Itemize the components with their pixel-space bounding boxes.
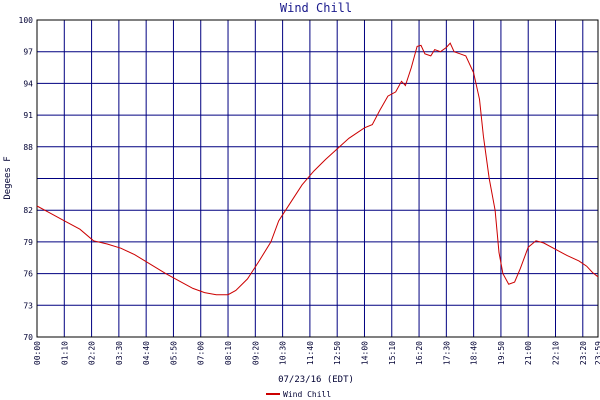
chart-title: Wind Chill xyxy=(280,1,352,15)
line xyxy=(36,42,599,296)
x-tick-label: 17:30 xyxy=(442,341,451,365)
x-tick-label: 09:20 xyxy=(251,341,260,365)
y-tick-label: 91 xyxy=(23,111,33,120)
x-tick-label: 03:30 xyxy=(115,341,124,365)
x-tick-label: 19:50 xyxy=(497,341,506,365)
y-tick-label: 94 xyxy=(23,79,33,88)
y-tick-label: 100 xyxy=(19,16,34,25)
y-tick-label: 97 xyxy=(23,48,33,57)
x-tick-label: 04:40 xyxy=(142,341,151,365)
x-tick-label: 18:40 xyxy=(470,341,479,365)
x-tick-label: 23:20 xyxy=(579,341,588,365)
y-tick-label: 82 xyxy=(23,206,33,215)
plot-border xyxy=(36,19,599,338)
y-tick-label: 88 xyxy=(23,143,33,152)
x-tick-label: 00:00 xyxy=(33,341,42,365)
y-axis-label: Degees F xyxy=(3,156,13,199)
x-tick-label: 02:20 xyxy=(88,341,97,365)
x-tick-label: 22:10 xyxy=(552,341,561,365)
x-tick-label: 23:59 xyxy=(594,341,600,365)
y-tick-label: 79 xyxy=(23,238,33,247)
x-tick-label: 05:50 xyxy=(169,341,178,365)
y-tick-label: 70 xyxy=(23,333,33,342)
x-tick-label: 21:00 xyxy=(524,341,533,365)
x-tick-label: 14:00 xyxy=(360,341,369,365)
legend-label: Wind Chill xyxy=(283,390,331,399)
x-tick-label: 07:00 xyxy=(197,341,206,365)
x-tick-label: 11:40 xyxy=(306,341,315,365)
x-tick-label: 08:10 xyxy=(224,341,233,365)
x-axis-label: 07/23/16 (EDT) xyxy=(278,375,354,385)
x-tick-label: 16:20 xyxy=(415,341,424,365)
y-tick-label: 73 xyxy=(23,301,33,310)
x-tick-label: 15:10 xyxy=(388,341,397,365)
x-tick-label: 01:10 xyxy=(60,341,69,365)
x-tick-label: 12:50 xyxy=(333,341,342,365)
x-tick-label: 10:30 xyxy=(279,341,288,365)
y-tick-label: 76 xyxy=(23,270,33,279)
